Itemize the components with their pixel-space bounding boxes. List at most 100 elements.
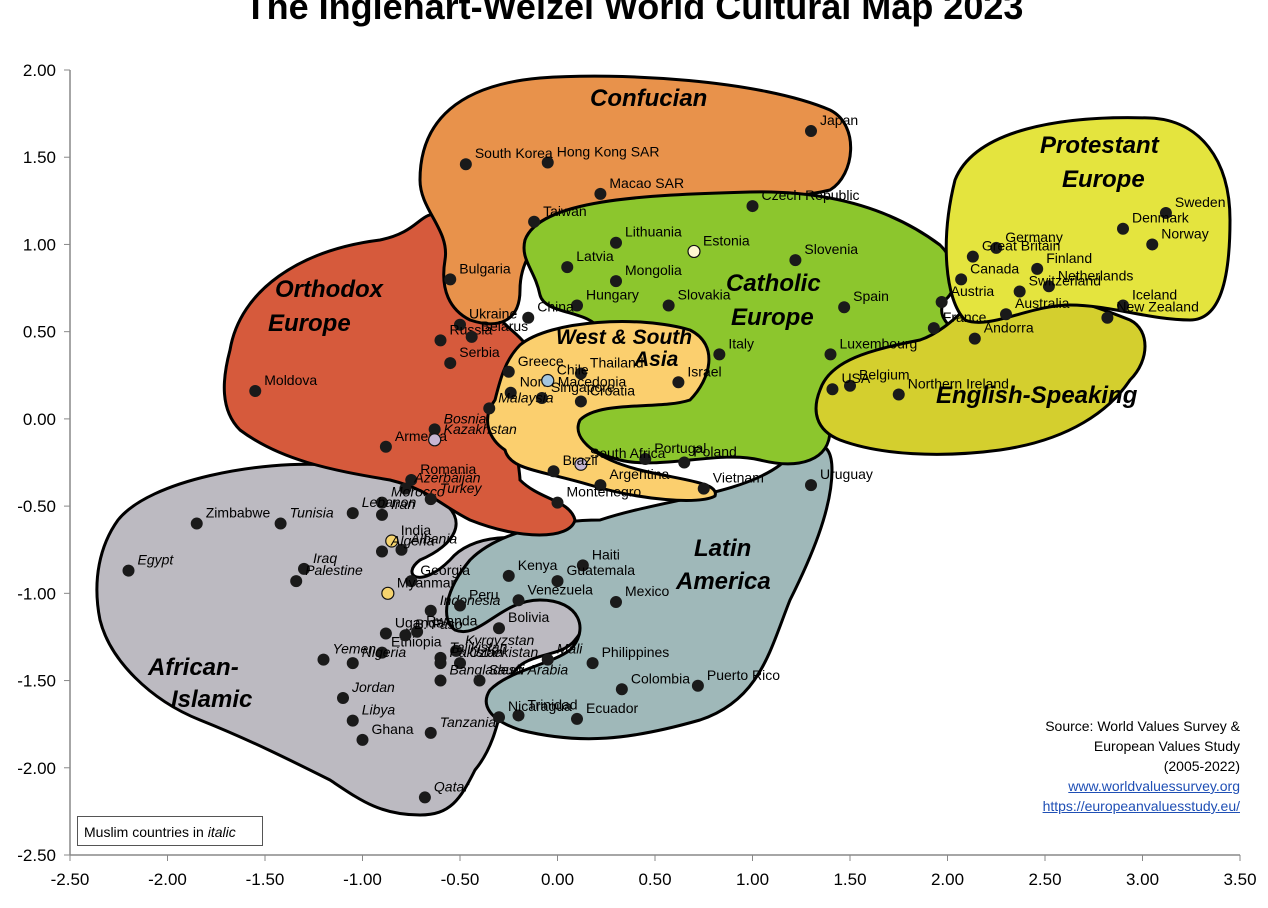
country-label: Northern Ireland xyxy=(908,375,1009,391)
country-point xyxy=(892,388,905,401)
source-block: Source: World Values Survey & European V… xyxy=(1043,716,1240,816)
country-label: Kyrgyzstan xyxy=(465,632,534,648)
country-point xyxy=(571,299,583,312)
zone-label-catholic-1: Catholic xyxy=(726,270,821,297)
country-point xyxy=(473,674,486,687)
zone-label-confucian: Confucian xyxy=(590,85,707,112)
country-label: Uganda xyxy=(395,614,444,630)
country-label: Slovakia xyxy=(678,287,731,303)
country-point xyxy=(376,496,388,509)
country-label: Denmark xyxy=(1132,210,1190,226)
country-point xyxy=(610,596,622,609)
country-label: Netherlands xyxy=(1058,267,1134,283)
country-point xyxy=(298,562,310,575)
source-line-1: Source: World Values Survey & xyxy=(1045,718,1240,734)
country-point xyxy=(450,644,463,657)
country-point xyxy=(493,622,505,635)
country-point xyxy=(399,629,412,642)
country-label: Spain xyxy=(853,288,889,304)
country-point xyxy=(547,465,560,478)
country-label: Myanmar xyxy=(397,574,456,590)
y-tick-label: -1.00 xyxy=(17,584,56,603)
country-label: Germany xyxy=(1005,229,1063,245)
country-label: Thailand xyxy=(590,355,644,371)
country-point xyxy=(687,244,701,259)
x-tick-label: 3.00 xyxy=(1126,870,1159,889)
chart-title: The Inglehart-Welzel World Cultural Map … xyxy=(244,0,1024,27)
country-point xyxy=(990,241,1003,254)
country-point xyxy=(434,657,447,670)
country-label: Moldova xyxy=(264,372,317,388)
country-label: Brazil xyxy=(563,452,598,468)
country-label: Japan xyxy=(820,112,858,128)
country-point xyxy=(551,496,564,509)
country-label: Algeria xyxy=(390,532,435,548)
country-label: Hungary xyxy=(586,287,639,303)
country-point xyxy=(444,357,457,370)
country-label: Yemen xyxy=(333,641,377,657)
country-label: New Zealand xyxy=(1116,299,1199,315)
zone-label-african-2: Islamic xyxy=(171,686,252,713)
country-point xyxy=(381,586,395,600)
x-tick-label: -2.50 xyxy=(51,870,90,889)
country-point xyxy=(459,158,472,171)
country-label: Ecuador xyxy=(586,700,638,716)
country-point xyxy=(122,564,135,577)
country-point xyxy=(444,273,457,286)
source-link-wvs[interactable]: www.worldvaluessurvey.org xyxy=(1068,778,1240,794)
country-label: Belarus xyxy=(481,318,528,334)
country-label: Peru xyxy=(469,587,499,603)
x-tick-label: 2.50 xyxy=(1028,870,1061,889)
country-label: Portugal xyxy=(654,440,706,456)
country-label: Nigeria xyxy=(362,644,407,660)
country-label: Croatia xyxy=(590,382,635,398)
legend-note: Muslim countries in italic xyxy=(77,816,263,846)
country-label: Finland xyxy=(1046,250,1092,266)
country-label: Zimbabwe xyxy=(206,505,271,521)
country-label: Jordan xyxy=(351,679,395,695)
source-link-evs[interactable]: https://europeanvaluesstudy.eu/ xyxy=(1042,798,1240,814)
x-tick-label: 0.00 xyxy=(541,870,574,889)
country-point xyxy=(826,383,839,396)
country-point xyxy=(1101,311,1114,324)
country-point xyxy=(434,334,447,347)
country-point xyxy=(574,367,587,380)
country-label: Tajikistan xyxy=(450,639,508,655)
legend-note-text: Muslim countries in xyxy=(84,824,204,840)
country-label: Sweden xyxy=(1175,194,1226,210)
country-point xyxy=(610,275,622,288)
x-tick-label: 0.50 xyxy=(638,870,671,889)
country-label: Norway xyxy=(1161,225,1208,241)
country-point xyxy=(528,215,541,228)
country-point xyxy=(586,657,599,670)
x-tick-label: -0.50 xyxy=(441,870,480,889)
country-point xyxy=(274,517,287,530)
country-label: Serbia xyxy=(459,344,500,360)
country-point xyxy=(346,507,359,520)
country-point xyxy=(541,156,554,169)
country-point xyxy=(541,373,555,388)
country-label: Venezuela xyxy=(528,581,594,597)
country-point xyxy=(535,391,548,404)
country-label: Egypt xyxy=(138,552,175,568)
country-label: Slovenia xyxy=(804,241,858,257)
country-label: Andorra xyxy=(984,320,1034,336)
country-label: Great Britain xyxy=(982,238,1061,254)
country-point xyxy=(418,791,431,804)
country-point xyxy=(1146,238,1159,251)
country-point xyxy=(672,376,685,389)
country-point xyxy=(935,296,948,309)
country-point xyxy=(1117,299,1129,312)
axes: -2.50 -2.00 -1.50 -1.00 -0.50 0.00 0.50 1.00 1.5… xyxy=(17,61,1256,889)
country-label: Puerto Rico xyxy=(707,667,780,683)
zone-label-wsa-2: Asia xyxy=(633,348,679,371)
country-point xyxy=(465,330,478,343)
country-label: Italy xyxy=(728,335,754,351)
country-point xyxy=(691,679,704,692)
country-point xyxy=(376,646,388,659)
country-point xyxy=(697,482,710,495)
zone-label-english: English-Speaking xyxy=(936,382,1138,409)
country-point xyxy=(504,386,517,399)
country-point xyxy=(594,187,607,200)
